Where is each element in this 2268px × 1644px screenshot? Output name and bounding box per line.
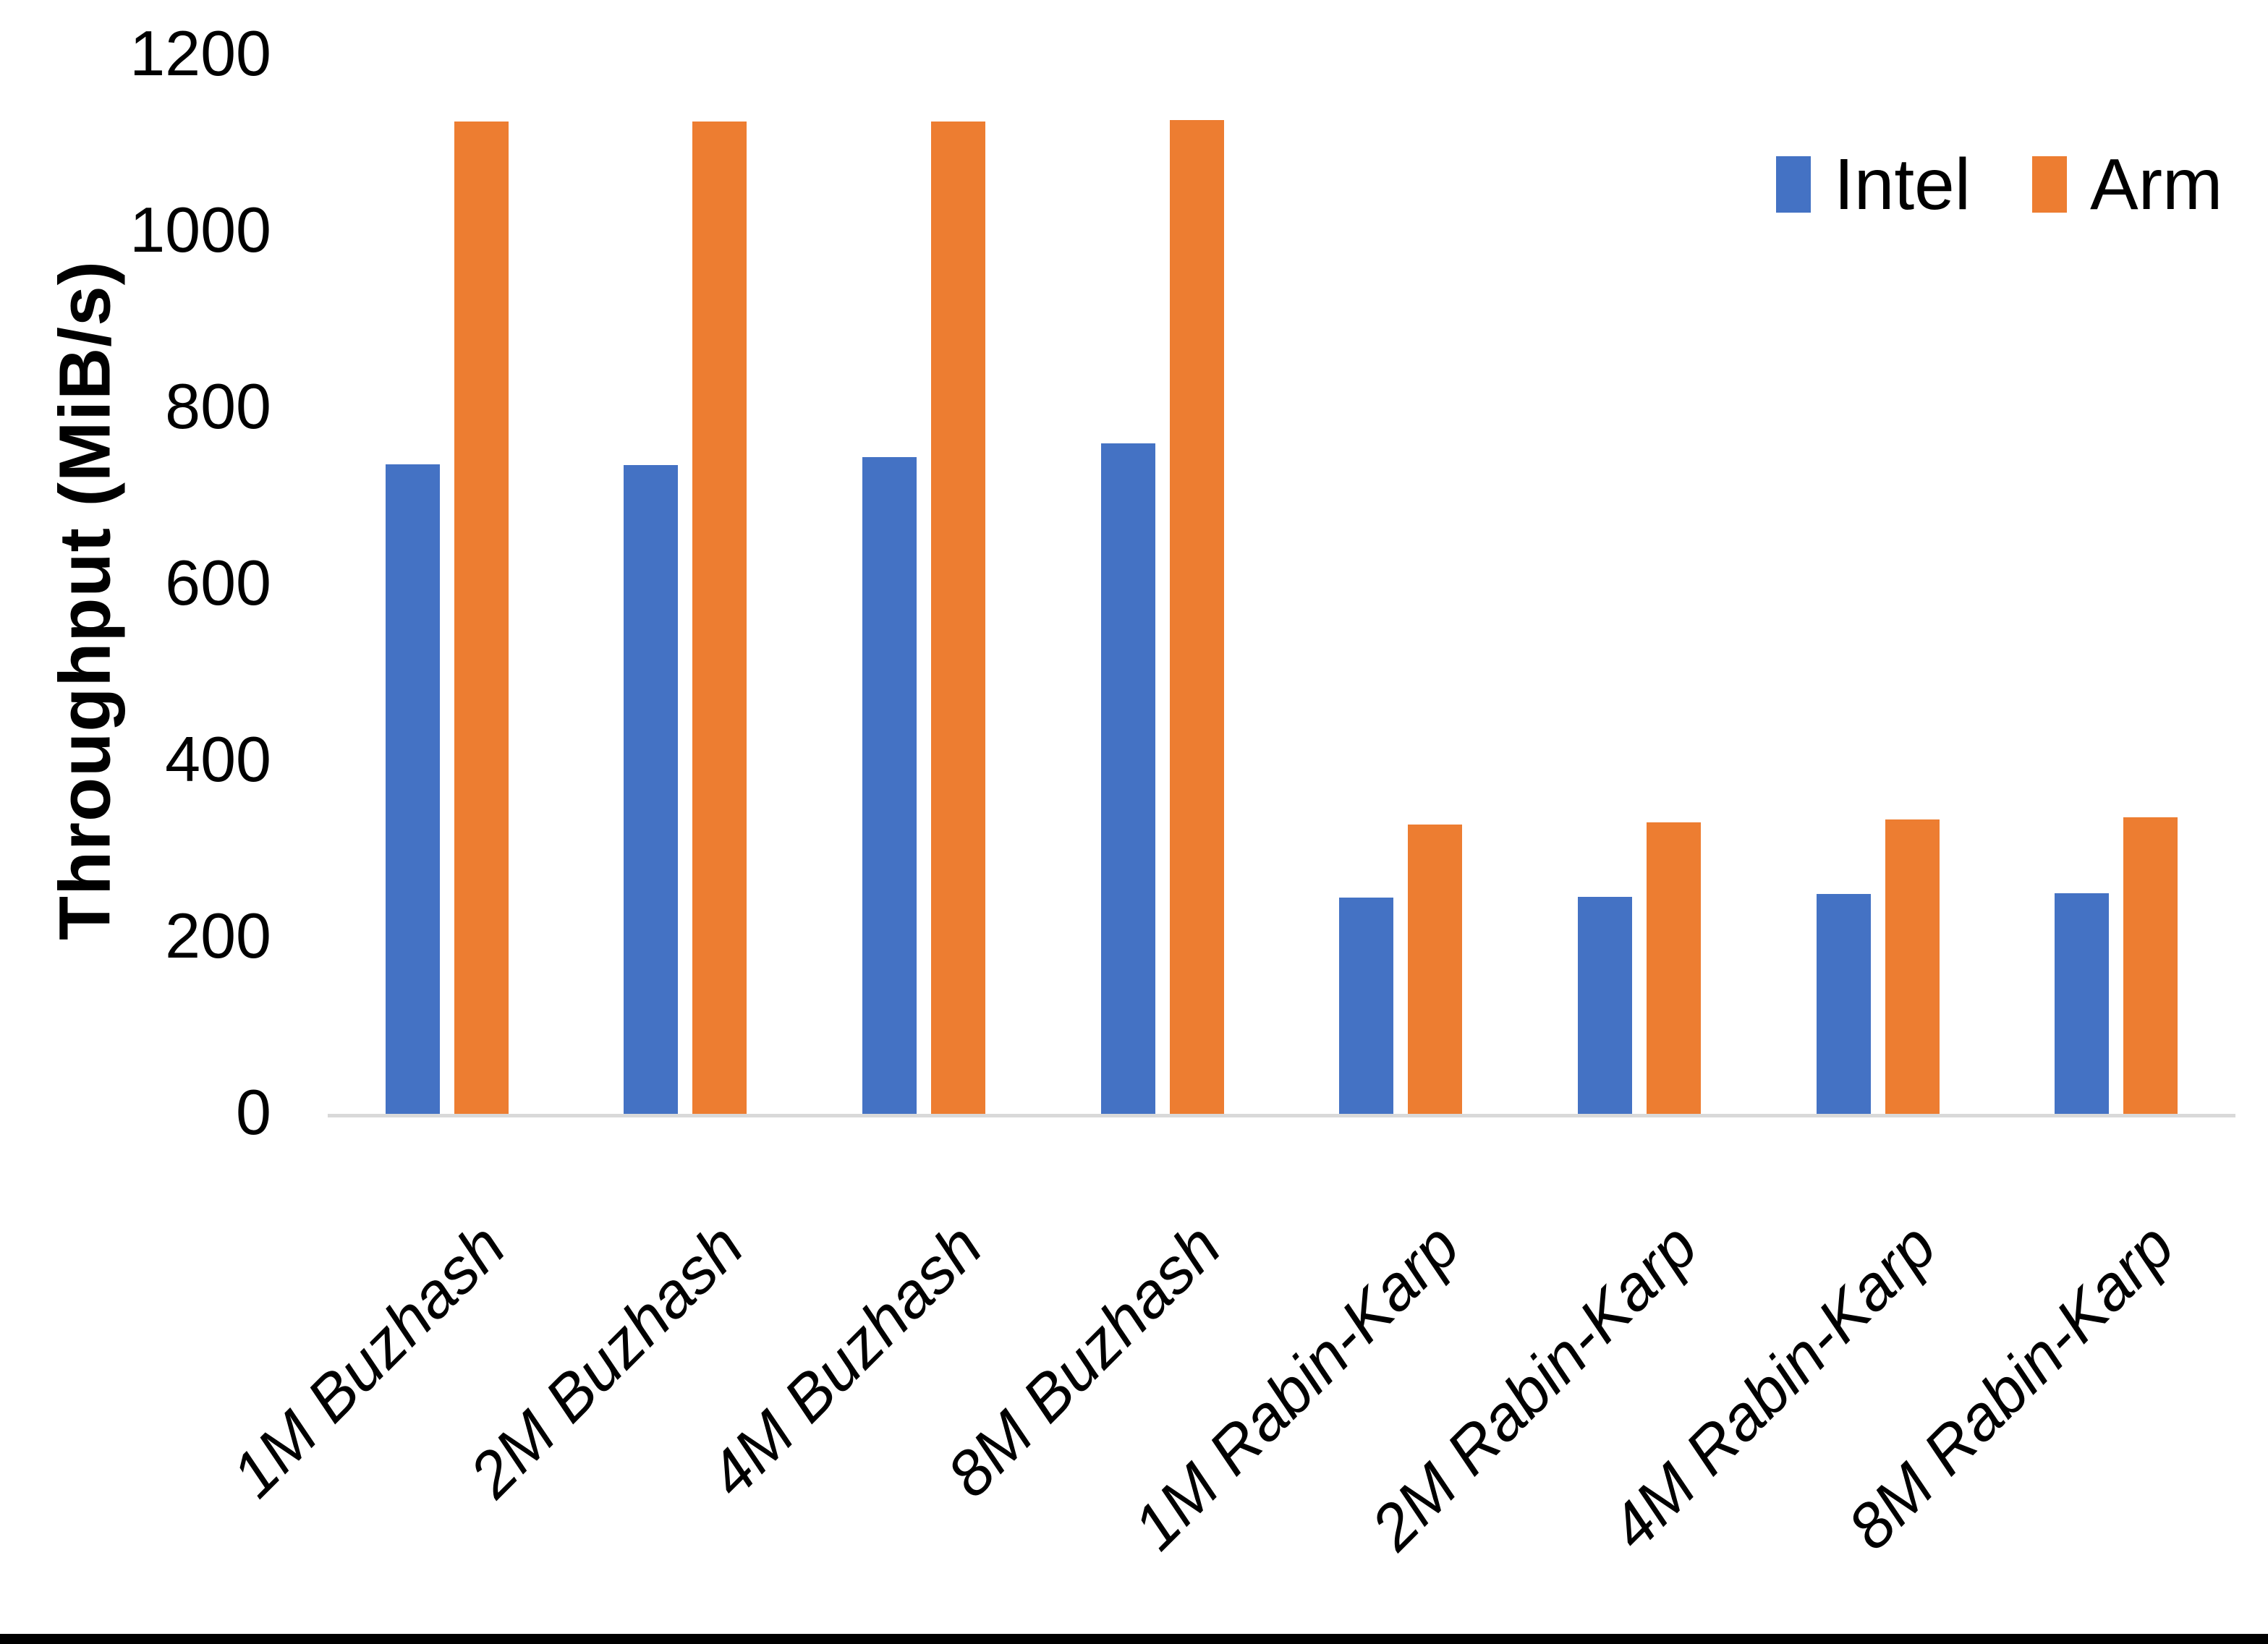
y-tick-800: 800 bbox=[165, 370, 271, 442]
bar-intel-2m-buzhash bbox=[624, 465, 679, 1114]
legend-label-intel: Intel bbox=[1834, 144, 1971, 225]
bar-intel-4m-rabin-karp bbox=[1816, 894, 1871, 1114]
legend-swatch-arm bbox=[2032, 156, 2068, 213]
y-tick-400: 400 bbox=[165, 723, 271, 795]
bar-arm-8m-rabin-karp bbox=[2123, 817, 2178, 1114]
legend-swatch-intel bbox=[1776, 156, 1811, 213]
bar-arm-1m-rabin-karp bbox=[1408, 824, 1463, 1114]
bar-intel-8m-buzhash bbox=[1100, 443, 1155, 1114]
bar-intel-1m-rabin-karp bbox=[1339, 898, 1394, 1114]
bar-arm-4m-rabin-karp bbox=[1885, 819, 1940, 1114]
x-axis-line bbox=[328, 1114, 2235, 1117]
bar-arm-2m-rabin-karp bbox=[1646, 822, 1701, 1114]
bar-intel-1m-buzhash bbox=[385, 464, 440, 1114]
y-tick-600: 600 bbox=[165, 546, 271, 618]
y-tick-0: 0 bbox=[236, 1076, 271, 1148]
y-tick-1200: 1200 bbox=[129, 17, 271, 89]
y-axis-title: Throughput (MiB/s) bbox=[44, 260, 126, 940]
y-tick-200: 200 bbox=[165, 899, 271, 971]
bottom-border bbox=[0, 1634, 2268, 1644]
legend-item-intel: Intel bbox=[1776, 148, 1971, 221]
bar-intel-8m-rabin-karp bbox=[2055, 893, 2110, 1114]
bar-intel-2m-rabin-karp bbox=[1577, 896, 1632, 1114]
legend: Intel Arm bbox=[1776, 148, 2222, 221]
bar-arm-4m-buzhash bbox=[931, 121, 986, 1114]
legend-label-arm: Arm bbox=[2090, 144, 2223, 225]
bar-arm-1m-buzhash bbox=[454, 121, 509, 1114]
legend-item-arm: Arm bbox=[2032, 148, 2222, 221]
y-tick-1000: 1000 bbox=[129, 193, 271, 265]
bar-arm-2m-buzhash bbox=[692, 121, 747, 1114]
bar-intel-4m-buzhash bbox=[862, 457, 917, 1114]
bar-arm-8m-buzhash bbox=[1169, 120, 1224, 1114]
